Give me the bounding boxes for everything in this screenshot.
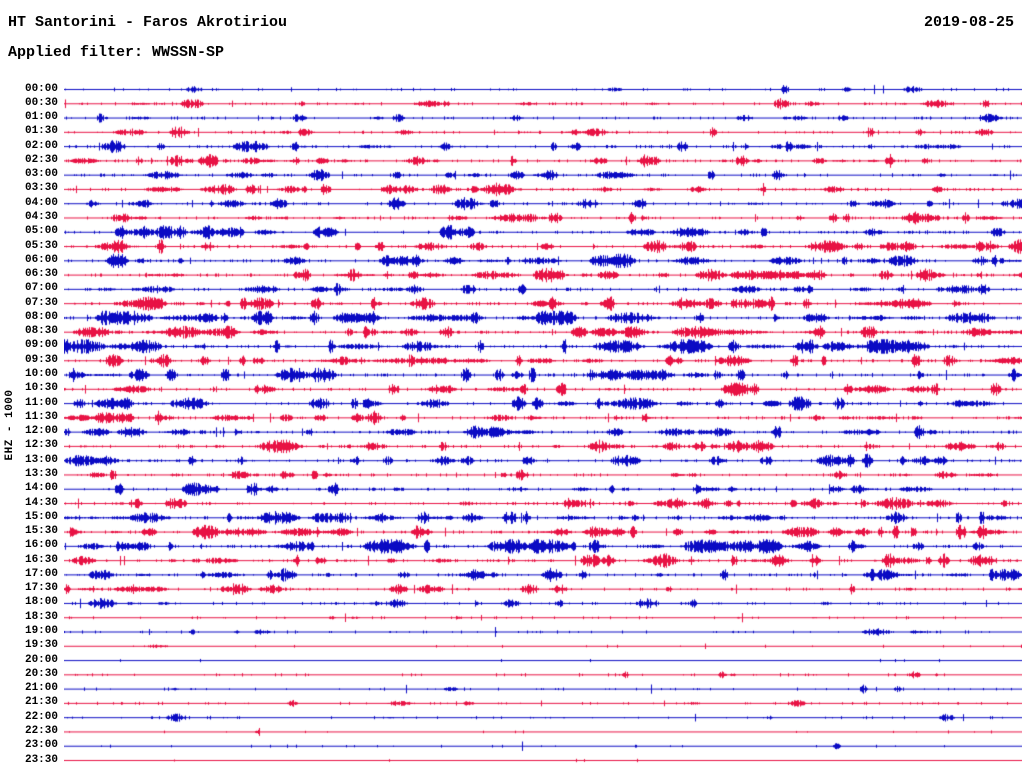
time-label: 02:30 xyxy=(24,153,58,166)
time-label: 22:00 xyxy=(24,710,58,723)
time-label: 14:00 xyxy=(24,482,58,495)
time-label: 22:30 xyxy=(24,724,58,737)
time-label: 08:30 xyxy=(24,325,58,338)
time-label: 01:00 xyxy=(24,111,58,124)
time-label: 06:00 xyxy=(24,253,58,266)
time-label: 17:30 xyxy=(24,582,58,595)
time-label: 05:30 xyxy=(24,239,58,252)
time-label: 03:30 xyxy=(24,182,58,195)
time-label: 11:00 xyxy=(24,396,58,409)
time-label: 13:00 xyxy=(24,453,58,466)
time-label: 06:30 xyxy=(24,268,58,281)
time-label: 16:30 xyxy=(24,553,58,566)
time-label: 04:00 xyxy=(24,196,58,209)
time-label: 09:00 xyxy=(24,339,58,352)
time-label: 19:30 xyxy=(24,639,58,652)
time-label: 13:30 xyxy=(24,467,58,480)
time-label: 16:00 xyxy=(24,539,58,552)
time-label: 23:00 xyxy=(24,739,58,752)
time-label: 04:30 xyxy=(24,210,58,223)
time-label: 19:00 xyxy=(24,625,58,637)
time-label: 01:30 xyxy=(24,125,58,138)
time-label: 23:30 xyxy=(24,753,58,766)
time-label: 11:30 xyxy=(24,410,58,423)
time-label: 14:30 xyxy=(24,496,58,509)
time-axis: 00:00 00:30 01:00 01:30 02:00 02:30 03:00 03:30… xyxy=(0,0,60,780)
time-label: 00:00 xyxy=(24,82,58,95)
time-label: 12:00 xyxy=(24,425,58,438)
station-title: HT Santorini - Faros Akrotiriou xyxy=(8,14,288,31)
time-label: 05:00 xyxy=(24,225,58,238)
time-label: 15:30 xyxy=(24,525,58,538)
record-date: 2019-08-25 xyxy=(923,14,1014,31)
time-label: 02:00 xyxy=(24,139,58,152)
time-label: 18:30 xyxy=(24,610,58,623)
time-label: 10:00 xyxy=(24,368,58,381)
time-label: 00:30 xyxy=(24,96,58,109)
time-label: 03:00 xyxy=(24,168,58,181)
time-label: 21:00 xyxy=(24,682,58,695)
seismogram-canvas xyxy=(64,80,1022,780)
time-label: 10:30 xyxy=(24,382,58,395)
time-label: 12:30 xyxy=(24,439,58,452)
time-label: 15:00 xyxy=(24,510,58,523)
time-label: 07:00 xyxy=(24,282,58,295)
time-label: 07:30 xyxy=(24,296,58,309)
time-label: 09:30 xyxy=(24,353,58,366)
time-label: 08:00 xyxy=(24,310,58,323)
time-label: 20:30 xyxy=(24,667,58,680)
time-label: 17:00 xyxy=(24,567,58,580)
time-label: 21:30 xyxy=(24,696,58,709)
time-label: 20:00 xyxy=(24,653,58,666)
applied-filter-label: Applied filter: WWSSN-SP xyxy=(8,44,225,61)
time-label: 18:00 xyxy=(24,596,58,609)
